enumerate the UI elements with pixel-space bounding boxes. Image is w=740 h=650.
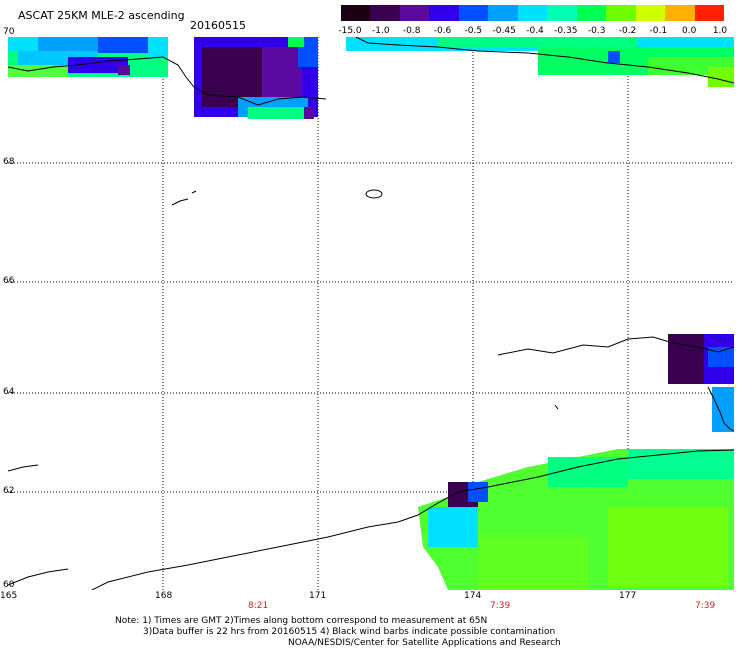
coastlines [8,37,734,590]
lon-label-165: 165 [0,591,18,601]
lat-label-64: 64 [3,387,15,397]
colorbar-tick-label: -0.45 [492,26,516,36]
swath-upper-center [194,37,318,119]
time-label-3: 7:39 [695,601,716,611]
colorbar-tick-label: -0.4 [526,26,544,36]
colorbar-swatch [576,5,607,21]
colorbar-swatch [694,5,725,21]
colorbar-tick-label: -0.8 [402,26,421,36]
swath-top-left [8,37,168,77]
colorbar-swatch [370,5,400,21]
lon-label-168: 168 [155,591,173,601]
swath-right-middle [668,334,734,432]
swath-bottom-right [418,449,734,590]
colorbar-swatch [429,5,459,21]
colorbar-tick-label: -0.6 [433,26,452,36]
colorbar-tick-label: 1.0 [712,26,728,36]
lon-label-174: 174 [464,591,482,601]
lat-label-66: 66 [3,276,15,286]
colorbar-tick-label: -15.0 [338,26,362,36]
colorbar-swatch [635,5,666,21]
map-plot-area [8,37,734,590]
colorbar-swatch [458,5,489,21]
colorbar-swatch [665,5,695,21]
colorbar [341,5,725,21]
note-line-2: 3)Data buffer is 22 hrs from 20160515 4)… [143,627,556,637]
lat-label-70: 70 [3,27,15,37]
colorbar-tick-labels: -15.0 -1.0 -0.8 -0.6 -0.5 -0.45 -0.4 -0.35 -0.3 -… [338,26,730,38]
note-line-1: Note: 1) Times are GMT 2)Times along bot… [115,616,488,626]
colorbar-swatch [517,5,548,21]
lon-label-177: 177 [619,591,637,601]
colorbar-tick-label: -0.1 [649,26,668,36]
lat-label-62: 62 [3,486,15,496]
grid-lines [8,37,734,590]
colorbar-tick-label: -0.5 [464,26,483,36]
lon-label-171: 171 [309,591,327,601]
colorbar-tick-label: -0.2 [618,26,637,36]
map-title: ASCAT 25KM MLE-2 ascending [18,9,185,22]
lat-label-60: 60 [3,580,15,590]
colorbar-tick-label: -0.3 [587,26,606,36]
lat-label-68: 68 [3,157,15,167]
map-date: 20160515 [190,19,246,32]
colorbar-swatch [341,5,371,21]
time-label-1: 8:21 [248,601,269,611]
colorbar-tick-label: 0.0 [681,26,697,36]
colorbar-tick-label: -1.0 [372,26,390,36]
colorbar-swatch [547,5,577,21]
colorbar-tick-label: -0.35 [554,26,578,36]
colorbar-swatch [488,5,518,21]
note-line-3: NOAA/NESDIS/Center for Satellite Applica… [288,638,561,648]
swath-top-right [346,37,734,87]
colorbar-swatch [606,5,636,21]
time-label-2: 7:39 [490,601,511,611]
footnotes: Note: 1) Times are GMT 2)Times along bot… [115,616,561,649]
colorbar-swatch [399,5,430,21]
